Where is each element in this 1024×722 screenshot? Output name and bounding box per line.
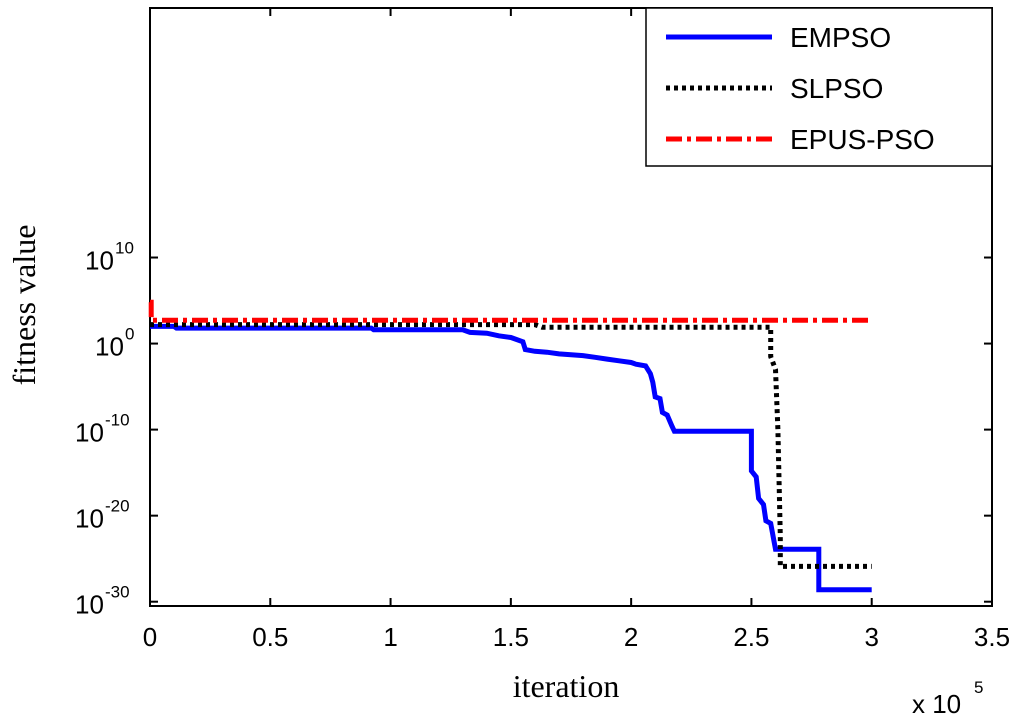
svg-text:-30: -30 <box>105 583 130 602</box>
svg-text:10: 10 <box>75 504 104 534</box>
legend-label-slpso: SLPSO <box>790 73 883 104</box>
y-tick-label: 10 10 <box>85 239 134 276</box>
svg-text:-10: -10 <box>105 411 130 430</box>
x-tick-label: 0 <box>143 622 157 652</box>
svg-text:10: 10 <box>75 418 104 448</box>
y-tick-label: 10 -20 <box>75 497 130 534</box>
svg-text:10: 10 <box>95 332 124 362</box>
y-tick-label: 10 0 <box>95 325 134 362</box>
svg-text:-20: -20 <box>105 497 130 516</box>
series-line-epus-pso <box>148 299 872 323</box>
x-tick-label: 0.5 <box>252 622 288 652</box>
x-tick-label: 1.5 <box>493 622 529 652</box>
x-tick-label: 3 <box>864 622 878 652</box>
svg-text:10: 10 <box>115 239 134 258</box>
svg-text:x 10: x 10 <box>912 689 961 719</box>
plot-lines <box>148 299 872 593</box>
svg-text:5: 5 <box>974 678 983 697</box>
svg-text:10: 10 <box>75 590 104 620</box>
x-tick-label: 1 <box>383 622 397 652</box>
series-line-slpso <box>150 322 872 569</box>
legend-label-empso: EMPSO <box>790 22 891 53</box>
svg-text:0: 0 <box>125 325 134 344</box>
y-tick-label: 10 -10 <box>75 411 130 448</box>
y-tick-label: 10 -30 <box>75 583 130 620</box>
legend: EMPSO SLPSO EPUS-PSO <box>645 7 993 167</box>
x-axis-title: iteration <box>513 668 620 704</box>
x-tick-label: 3.5 <box>974 622 1010 652</box>
x-tick-label: 2.5 <box>733 622 769 652</box>
x-tick-label: 2 <box>624 622 638 652</box>
svg-text:10: 10 <box>85 246 114 276</box>
y-axis-title: fitness value <box>6 225 42 386</box>
x-multiplier: x 10 5 <box>912 678 983 719</box>
legend-label-epus-pso: EPUS-PSO <box>790 124 935 155</box>
x-tick-labels: 0 0.5 1 1.5 2 2.5 3 3.5 <box>143 622 1010 652</box>
series-line-empso <box>150 323 872 593</box>
